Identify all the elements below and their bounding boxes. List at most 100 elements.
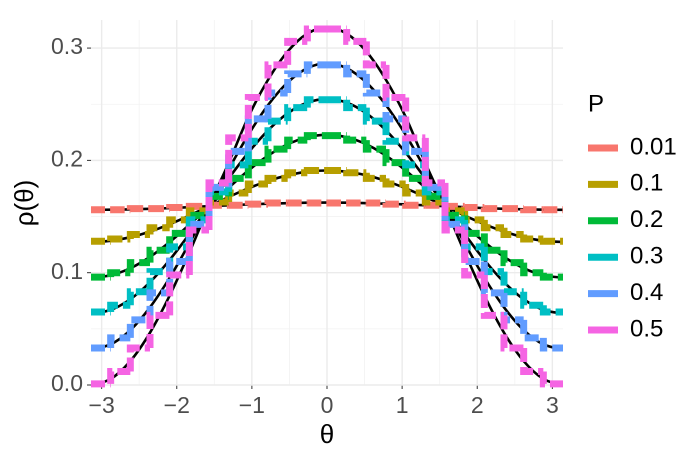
x-tick-label: −1 [239, 392, 265, 418]
histogram-step [264, 199, 288, 207]
histogram-step [520, 347, 544, 376]
legend-label: 0.5 [630, 315, 663, 342]
x-tick-label: 3 [546, 392, 559, 418]
histogram-step [107, 269, 131, 278]
histogram-step [264, 174, 288, 184]
histogram-step [303, 61, 327, 74]
histogram-step [225, 134, 249, 183]
histogram-step [146, 289, 170, 320]
histogram-step [539, 337, 563, 352]
histogram-step [441, 182, 465, 234]
histogram-step [421, 192, 445, 206]
histogram-step [382, 200, 406, 208]
histogram-step [146, 246, 170, 263]
histogram-step [382, 93, 406, 123]
y-tick-label: 0.2 [51, 145, 83, 171]
histogram-step [539, 272, 563, 281]
histogram-step [362, 172, 386, 182]
histogram-step [520, 234, 544, 243]
histogram-step [520, 319, 544, 342]
histogram-step [480, 274, 504, 319]
histogram-step [461, 230, 485, 279]
histogram-step [244, 159, 268, 179]
histogram-step [284, 104, 308, 122]
legend-label: 0.3 [630, 243, 663, 270]
histogram-step [284, 70, 308, 93]
legend-label: 0.2 [630, 206, 663, 233]
histogram-step [520, 262, 544, 277]
x-tick-label: 2 [471, 392, 484, 418]
histogram-step [402, 97, 426, 142]
x-tick-label: 0 [321, 392, 334, 418]
histogram-step [107, 235, 131, 243]
histogram-step [284, 37, 308, 65]
histogram-step [185, 202, 209, 210]
x-tick-label: 1 [396, 392, 409, 418]
legend-label: 0.01 [630, 133, 677, 160]
histogram-step [382, 149, 406, 167]
histogram-step [362, 73, 386, 97]
histogram-step [343, 64, 367, 78]
histogram-step [303, 166, 327, 174]
histogram-step [284, 136, 308, 150]
histogram-step [126, 344, 150, 372]
histogram-step [500, 315, 524, 352]
histogram-step [126, 231, 150, 239]
histogram-step [382, 64, 406, 101]
histogram-step [480, 233, 504, 254]
histogram-step [166, 216, 190, 228]
histogram-step [362, 140, 386, 153]
x-tick-label: −3 [89, 392, 115, 418]
histogram-step [441, 187, 465, 228]
histogram-step [539, 237, 563, 245]
y-axis-title: ρ(θ) [9, 180, 39, 227]
histogram-step [126, 259, 150, 273]
histogram-step [500, 227, 524, 239]
histogram-step [205, 183, 229, 225]
histogram-step [264, 61, 288, 98]
histogram-step [520, 291, 544, 309]
histogram-step [362, 107, 386, 125]
histogram-step [264, 117, 288, 142]
histogram-step [343, 135, 367, 144]
histogram-step [539, 305, 563, 316]
histogram-step [166, 204, 190, 212]
histogram-step [146, 224, 170, 235]
histogram-step [244, 200, 268, 208]
legend-title: P [588, 90, 604, 117]
histogram-step [107, 368, 131, 384]
legend-label: 0.1 [630, 170, 663, 197]
histogram-step [382, 178, 406, 188]
histogram-step [480, 219, 504, 232]
histogram-step [500, 250, 524, 267]
x-tick-label: −2 [164, 392, 190, 418]
histogram-step [107, 301, 131, 312]
histogram-step [382, 121, 406, 145]
histogram-step [402, 183, 426, 197]
histogram-step [244, 93, 268, 138]
histogram-step [284, 169, 308, 179]
legend-label: 0.4 [630, 279, 663, 306]
histogram-step [303, 96, 327, 108]
histogram-step [126, 288, 150, 306]
histogram-step [107, 334, 131, 348]
y-tick-label: 0.0 [51, 370, 83, 396]
x-axis-title: θ [320, 419, 334, 449]
y-tick-label: 0.1 [51, 258, 83, 284]
histogram-step [205, 179, 229, 231]
histogram-step [244, 180, 268, 193]
histogram-step [303, 132, 327, 141]
histogram-step [126, 205, 150, 213]
histogram-step [343, 99, 367, 112]
histogram-step [362, 41, 386, 69]
histogram-step [539, 371, 563, 388]
histogram-step [264, 145, 288, 163]
histogram-step [343, 169, 367, 177]
histogram-step [520, 206, 544, 214]
histogram-step [185, 226, 209, 275]
histogram-step [146, 268, 170, 292]
y-tick-label: 0.3 [51, 33, 83, 59]
histogram-step [421, 137, 445, 187]
histogram-step [343, 28, 367, 45]
